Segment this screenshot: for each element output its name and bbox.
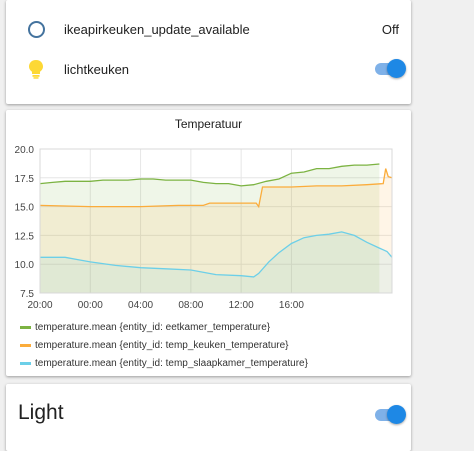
legend-label: temperature.mean {entity_id: eetkamer_te… <box>35 321 271 333</box>
legend-item-keuken[interactable]: temperature.mean {entity_id: temp_keuken… <box>20 336 308 354</box>
light-toggle[interactable] <box>373 405 406 425</box>
circle-outline-icon <box>26 19 46 39</box>
entity-name: lichtkeuken <box>64 61 130 77</box>
series-eetkamer-area <box>40 164 380 293</box>
y-tick-label: 10.0 <box>15 260 35 271</box>
x-tick-label: 16:00 <box>279 300 304 311</box>
plot-frame <box>39 148 393 294</box>
x-tick-label: 12:00 <box>229 300 254 311</box>
entity-state: Off <box>381 21 399 37</box>
entity-row-lichtkeuken[interactable]: lichtkeuken <box>6 53 411 85</box>
series-slaapkamer-area <box>40 231 392 293</box>
legend-label: temperature.mean {entity_id: temp_slaapk… <box>35 357 308 369</box>
lichtkeuken-toggle[interactable] <box>373 59 406 79</box>
entities-card: ikeapirkeuken_update_available Off licht… <box>6 0 411 104</box>
legend-item-slaapkamer[interactable]: temperature.mean {entity_id: temp_slaapk… <box>20 354 308 372</box>
legend-label: temperature.mean {entity_id: temp_keuken… <box>35 339 289 351</box>
x-tick-label: 00:00 <box>78 300 103 311</box>
history-graph-card: Temperatuur 20.0 17.5 15.0 12.5 10.0 7.5 20:00… <box>6 110 411 376</box>
entity-name: ikeapirkeuken_update_available <box>64 21 250 37</box>
legend-item-eetkamer[interactable]: temperature.mean {entity_id: eetkamer_te… <box>20 318 308 336</box>
legend-swatch <box>20 343 31 347</box>
lightbulb-icon <box>26 59 46 79</box>
series-keuken-line <box>39 168 393 209</box>
legend-swatch <box>20 361 31 365</box>
y-tick-label: 17.5 <box>15 174 35 185</box>
series-slaapkamer-line <box>40 231 393 278</box>
entity-row-update-available[interactable]: ikeapirkeuken_update_available Off <box>6 13 411 45</box>
x-tick-label: 08:00 <box>178 300 203 311</box>
y-tick-label: 7.5 <box>20 289 34 300</box>
light-card-title: Light <box>18 401 64 424</box>
chart-legend: temperature.mean {entity_id: eetkamer_te… <box>20 318 308 372</box>
y-tick-label: 20.0 <box>15 145 35 156</box>
x-tick-label: 20:00 <box>27 300 52 311</box>
light-card: Light <box>6 384 411 451</box>
series-keuken-area <box>40 168 392 293</box>
legend-swatch <box>20 325 31 329</box>
y-tick-label: 15.0 <box>15 203 35 214</box>
temperature-chart[interactable]: 20.0 17.5 15.0 12.5 10.0 7.520:00 00:00 04:00 08… <box>6 110 411 320</box>
series-eetkamer-line <box>39 163 380 187</box>
chart-title: Temperatuur <box>174 117 243 131</box>
y-tick-label: 12.5 <box>15 231 35 242</box>
x-tick-label: 04:00 <box>128 300 153 311</box>
